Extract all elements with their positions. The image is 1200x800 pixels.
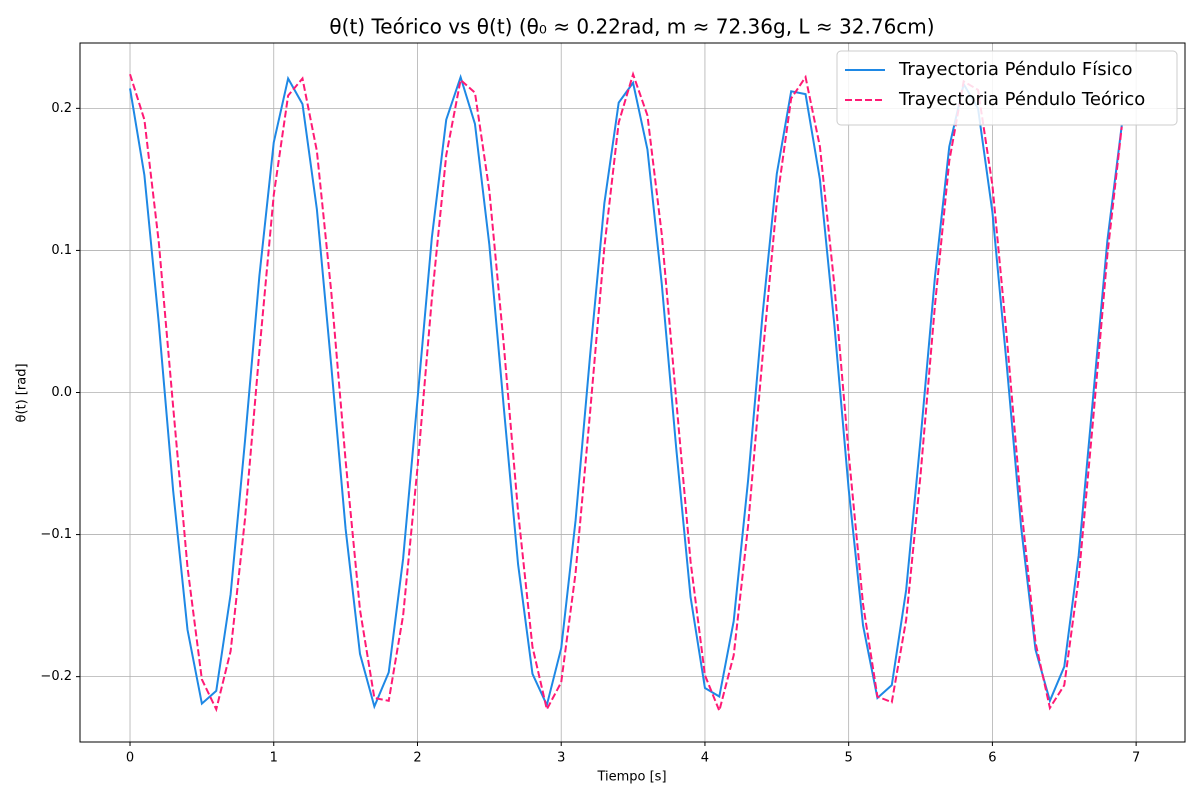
x-tick-label: 0 (126, 751, 134, 766)
x-tick-label: 2 (413, 751, 421, 766)
y-tick-label: 0.1 (51, 243, 72, 258)
y-tick-label: 0.2 (51, 101, 72, 116)
legend-box (836, 50, 1178, 126)
legend-label: Trayectoria Péndulo Teórico (898, 89, 1145, 110)
x-tick-label: 4 (701, 751, 709, 766)
y-tick-label: 0.0 (51, 385, 72, 400)
x-tick-label: 5 (845, 751, 853, 766)
series-line (129, 73, 1123, 710)
legend-label: Trayectoria Péndulo Físico (898, 59, 1133, 80)
plot-frame (79, 42, 1186, 743)
x-tick-label: 7 (1132, 751, 1140, 766)
x-tick-label: 6 (988, 751, 996, 766)
x-axis-label: Tiempo [s] (596, 770, 666, 785)
y-tick-label: −0.2 (40, 669, 72, 684)
chart-title: θ(t) Teórico vs θ(t) (θ₀ ≈ 0.22rad, m ≈ … (329, 15, 934, 39)
y-axis-label: θ(t) [rad] (15, 363, 30, 422)
x-tick-label: 3 (557, 751, 565, 766)
y-tick-label: −0.1 (40, 527, 72, 542)
x-tick-label: 1 (270, 751, 278, 766)
